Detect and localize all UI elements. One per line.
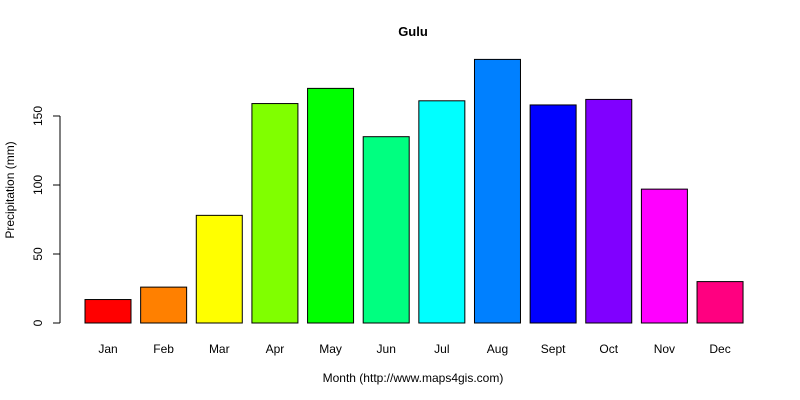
x-axis-label: Month (http://www.maps4gis.com) — [323, 371, 504, 385]
bar — [696, 281, 744, 324]
bar — [529, 104, 577, 324]
bar — [362, 136, 410, 324]
bar — [307, 87, 355, 324]
bar — [585, 98, 633, 324]
x-tick-label: Oct — [599, 342, 618, 356]
x-tick-label: Sept — [541, 342, 566, 356]
x-tick-label: Dec — [709, 342, 730, 356]
x-tick-label: Feb — [153, 342, 174, 356]
x-tick-label: Jan — [98, 342, 117, 356]
y-tick-label: 0 — [31, 319, 45, 326]
bar — [473, 58, 521, 324]
x-tick-label: Aug — [487, 342, 508, 356]
bar — [140, 286, 188, 324]
x-tick-label: Mar — [209, 342, 230, 356]
x-tick-label: Apr — [266, 342, 285, 356]
y-tick-label: 50 — [31, 247, 45, 261]
bar — [195, 214, 243, 324]
chart-title: Gulu — [398, 24, 428, 39]
x-tick-label: May — [319, 342, 342, 356]
bar — [418, 100, 466, 324]
y-axis-label: Precipitation (mm) — [3, 141, 17, 238]
x-tick-label: Jun — [377, 342, 396, 356]
x-tick-label: Nov — [654, 342, 675, 356]
y-tick-label: 150 — [31, 106, 45, 126]
bar — [84, 299, 132, 324]
x-tick-label: Jul — [434, 342, 449, 356]
y-tick-label: 100 — [31, 175, 45, 195]
bar — [251, 103, 299, 324]
bar — [640, 188, 688, 324]
